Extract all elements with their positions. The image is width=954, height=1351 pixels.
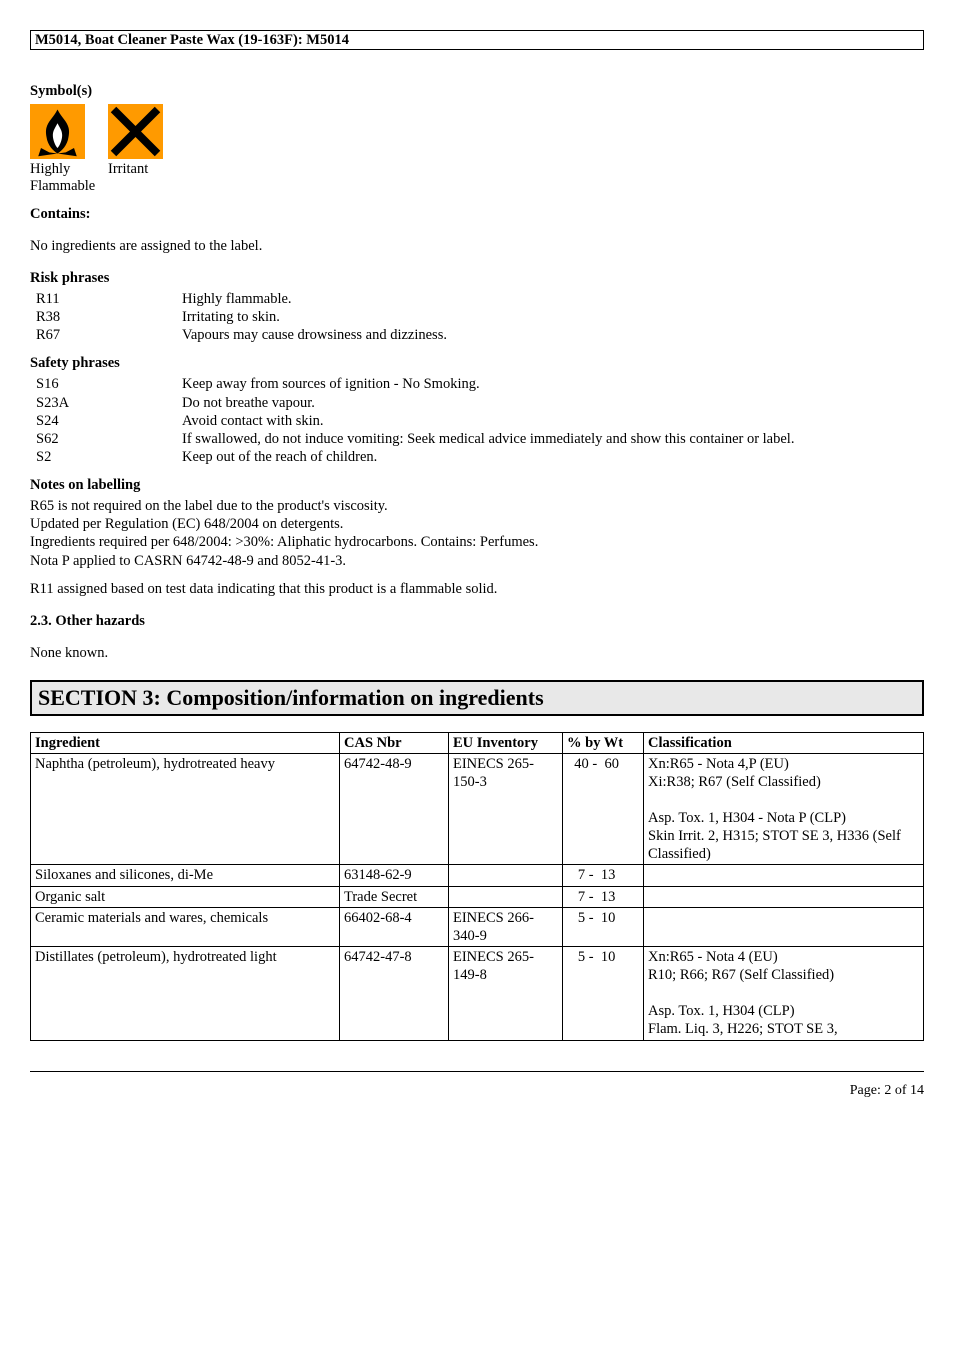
th-eu: EU Inventory	[449, 732, 563, 753]
table-header-row: Ingredient CAS Nbr EU Inventory % by Wt …	[31, 732, 924, 753]
cell-ingredient: Naphtha (petroleum), hydrotreated heavy	[31, 753, 340, 865]
table-row: Distillates (petroleum), hydrotreated li…	[31, 946, 924, 1040]
document-header: M5014, Boat Cleaner Paste Wax (19-163F):…	[30, 30, 924, 50]
th-cas: CAS Nbr	[340, 732, 449, 753]
phrase-code: R67	[30, 326, 182, 344]
cell-class	[644, 865, 924, 886]
table-row: Organic saltTrade Secret 7 - 13	[31, 886, 924, 907]
notes-line: Ingredients required per 648/2004: >30%:…	[30, 533, 924, 551]
phrase-code: R38	[30, 308, 182, 326]
flame-label-2: Flammable	[30, 178, 92, 195]
cell-cas: Trade Secret	[340, 886, 449, 907]
phrase-text: If swallowed, do not induce vomiting: Se…	[182, 430, 794, 448]
cell-eu: EINECS 266-340-9	[449, 907, 563, 946]
phrase-code: R11	[30, 290, 182, 308]
safety-phrases-table: S16Keep away from sources of ignition - …	[30, 375, 794, 466]
phrase-row: S62If swallowed, do not induce vomiting:…	[30, 430, 794, 448]
phrase-text: Do not breathe vapour.	[182, 394, 794, 412]
notes-line: R65 is not required on the label due to …	[30, 497, 924, 515]
cell-eu	[449, 865, 563, 886]
phrase-text: Keep away from sources of ignition - No …	[182, 375, 794, 393]
cell-class: Xn:R65 - Nota 4 (EU) R10; R66; R67 (Self…	[644, 946, 924, 1040]
phrase-row: S16Keep away from sources of ignition - …	[30, 375, 794, 393]
th-class: Classification	[644, 732, 924, 753]
phrase-code: S23A	[30, 394, 182, 412]
notes-extra: R11 assigned based on test data indicati…	[30, 580, 924, 598]
flame-label-1: Highly	[30, 161, 92, 178]
irritant-label: Irritant	[108, 161, 170, 178]
cell-class	[644, 886, 924, 907]
phrase-text: Vapours may cause drowsiness and dizzine…	[182, 326, 447, 344]
notes-lines: R65 is not required on the label due to …	[30, 497, 924, 570]
cell-cas: 66402-68-4	[340, 907, 449, 946]
cell-cas: 64742-48-9	[340, 753, 449, 865]
table-row: Siloxanes and silicones, di-Me63148-62-9…	[31, 865, 924, 886]
page-number: Page: 2 of 14	[850, 1083, 924, 1098]
phrase-text: Highly flammable.	[182, 290, 447, 308]
notes-line: Updated per Regulation (EC) 648/2004 on …	[30, 515, 924, 533]
th-ingredient: Ingredient	[31, 732, 340, 753]
phrase-row: R67Vapours may cause drowsiness and dizz…	[30, 326, 447, 344]
x-icon	[108, 104, 163, 159]
notes-heading: Notes on labelling	[30, 476, 924, 494]
phrase-text: Keep out of the reach of children.	[182, 448, 794, 466]
table-row: Naphtha (petroleum), hydrotreated heavy6…	[31, 753, 924, 865]
cell-ingredient: Organic salt	[31, 886, 340, 907]
symbol-flame: Highly Flammable	[30, 104, 92, 194]
cell-class: Xn:R65 - Nota 4,P (EU) Xi:R38; R67 (Self…	[644, 753, 924, 865]
table-row: Ceramic materials and wares, chemicals66…	[31, 907, 924, 946]
risk-heading: Risk phrases	[30, 269, 924, 287]
phrase-text: Irritating to skin.	[182, 308, 447, 326]
cell-ingredient: Ceramic materials and wares, chemicals	[31, 907, 340, 946]
cell-class	[644, 907, 924, 946]
phrase-row: R11Highly flammable.	[30, 290, 447, 308]
risk-phrases-table: R11Highly flammable.R38Irritating to ski…	[30, 290, 447, 344]
cell-ingredient: Distillates (petroleum), hydrotreated li…	[31, 946, 340, 1040]
safety-heading: Safety phrases	[30, 354, 924, 372]
flame-icon	[30, 104, 85, 159]
phrase-code: S2	[30, 448, 182, 466]
phrase-row: R38Irritating to skin.	[30, 308, 447, 326]
th-wt: % by Wt	[563, 732, 644, 753]
notes-line: Nota P applied to CASRN 64742-48-9 and 8…	[30, 552, 924, 570]
cell-cas: 63148-62-9	[340, 865, 449, 886]
phrase-code: S24	[30, 412, 182, 430]
cell-eu: EINECS 265-150-3	[449, 753, 563, 865]
phrase-code: S62	[30, 430, 182, 448]
page-footer: Page: 2 of 14	[30, 1071, 924, 1100]
cell-ingredient: Siloxanes and silicones, di-Me	[31, 865, 340, 886]
phrase-code: S16	[30, 375, 182, 393]
phrase-text: Avoid contact with skin.	[182, 412, 794, 430]
other-hazards-text: None known.	[30, 644, 924, 662]
cell-wt: 40 - 60	[563, 753, 644, 865]
symbol-irritant: Irritant	[108, 104, 170, 178]
symbol-row: Highly Flammable Irritant	[30, 104, 924, 194]
contains-text: No ingredients are assigned to the label…	[30, 237, 924, 255]
ingredients-table: Ingredient CAS Nbr EU Inventory % by Wt …	[30, 732, 924, 1041]
cell-eu	[449, 886, 563, 907]
cell-eu: EINECS 265-149-8	[449, 946, 563, 1040]
cell-cas: 64742-47-8	[340, 946, 449, 1040]
section3-title: SECTION 3: Composition/information on in…	[30, 680, 924, 716]
phrase-row: S23ADo not breathe vapour.	[30, 394, 794, 412]
cell-wt: 5 - 10	[563, 907, 644, 946]
other-hazards-heading: 2.3. Other hazards	[30, 612, 924, 630]
symbols-heading: Symbol(s)	[30, 82, 924, 100]
cell-wt: 7 - 13	[563, 865, 644, 886]
phrase-row: S2Keep out of the reach of children.	[30, 448, 794, 466]
cell-wt: 7 - 13	[563, 886, 644, 907]
cell-wt: 5 - 10	[563, 946, 644, 1040]
phrase-row: S24Avoid contact with skin.	[30, 412, 794, 430]
contains-heading: Contains:	[30, 205, 924, 223]
header-text: M5014, Boat Cleaner Paste Wax (19-163F):…	[35, 32, 349, 48]
